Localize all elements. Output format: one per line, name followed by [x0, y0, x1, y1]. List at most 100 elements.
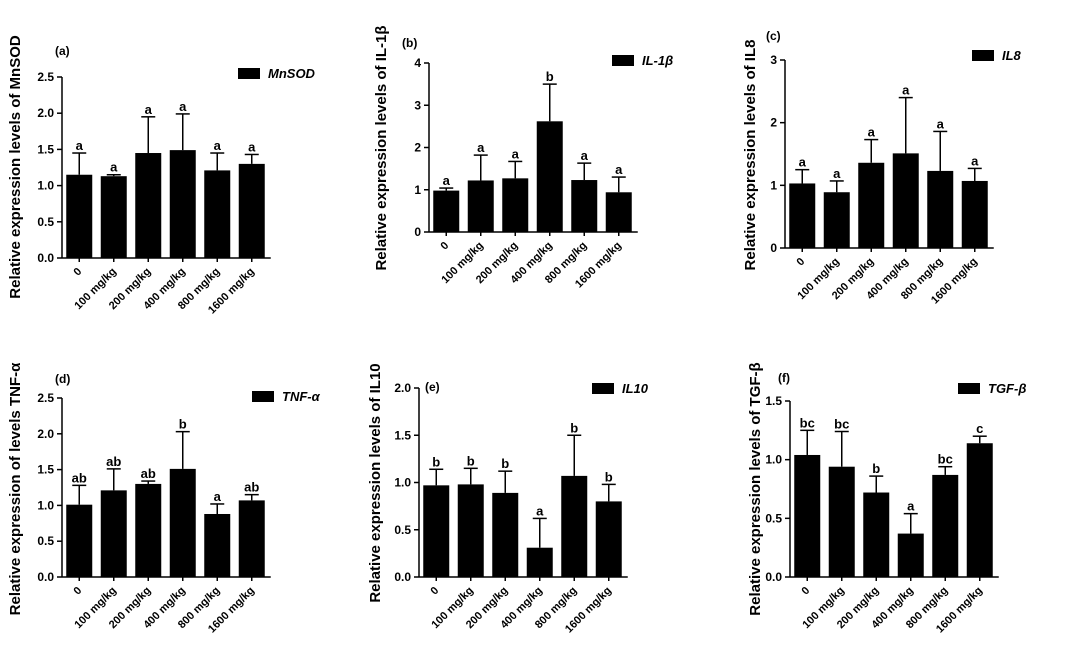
y-tick-label: 0.5: [394, 523, 411, 537]
category-label: 0: [795, 256, 808, 269]
y-tick-label: 2.5: [37, 391, 54, 405]
significance-label: a: [868, 125, 876, 140]
y-axis-title: Relative expression of levels TNF-α: [7, 362, 24, 615]
significance-label: a: [477, 140, 485, 155]
bar: [927, 170, 954, 248]
panel-tag: (e): [425, 380, 440, 394]
significance-label: a: [971, 153, 979, 168]
bar: [892, 153, 919, 248]
legend-swatch: [612, 55, 634, 66]
significance-label: b: [501, 456, 509, 471]
y-tick-label: 2: [770, 116, 777, 130]
bar: [433, 190, 460, 232]
bar: [135, 483, 162, 577]
y-tick-label: 0: [414, 225, 421, 239]
bar: [863, 492, 890, 577]
y-tick-label: 2.0: [37, 427, 54, 441]
bar: [238, 500, 265, 577]
legend-label: MnSOD: [268, 66, 316, 81]
bar: [595, 501, 622, 577]
y-tick-label: 1.0: [394, 476, 411, 490]
bar: [135, 153, 162, 258]
significance-label: b: [432, 454, 440, 469]
y-tick-label: 0.5: [765, 511, 782, 525]
y-tick-label: 0: [770, 241, 777, 255]
bar: [204, 513, 231, 577]
bar: [961, 180, 988, 248]
legend-label: IL-1β: [642, 53, 673, 68]
bar: [536, 121, 563, 232]
y-axis-title: Relative expression levels of MnSOD: [7, 35, 24, 299]
y-tick-label: 2.0: [394, 381, 411, 395]
significance-label: ab: [72, 470, 87, 485]
legend-swatch: [252, 391, 274, 402]
bar: [561, 475, 588, 577]
legend-label: IL10: [622, 381, 649, 396]
bar: [932, 474, 959, 577]
significance-label: a: [907, 499, 915, 514]
bar: [858, 162, 885, 248]
significance-label: a: [937, 116, 945, 131]
y-tick-label: 4: [414, 56, 421, 70]
bar: [100, 490, 127, 577]
significance-label: ab: [141, 466, 156, 481]
significance-label: a: [145, 102, 153, 117]
y-tick-label: 1: [414, 183, 421, 197]
legend-swatch: [958, 383, 980, 394]
significance-label: bc: [938, 452, 953, 467]
significance-label: a: [179, 99, 187, 114]
significance-label: c: [976, 421, 983, 436]
bar: [66, 504, 93, 577]
category-label: 0: [429, 585, 442, 598]
legend-swatch: [592, 383, 614, 394]
bar: [823, 192, 850, 248]
category-label: 0: [800, 585, 813, 598]
y-tick-label: 0.0: [37, 251, 54, 265]
y-tick-label: 3: [414, 98, 421, 112]
bar: [492, 492, 519, 577]
panel-tag: (c): [766, 29, 781, 43]
y-tick-label: 1.5: [394, 428, 411, 442]
y-axis-title: Relative expression levels of IL-1β: [373, 25, 390, 270]
legend-label: IL8: [1002, 48, 1022, 63]
bar: [571, 180, 598, 232]
bar: [100, 176, 127, 258]
y-tick-label: 2.0: [37, 106, 54, 120]
significance-label: b: [872, 461, 880, 476]
legend-swatch: [238, 68, 260, 79]
legend-label: TNF-α: [282, 389, 321, 404]
y-tick-label: 2: [414, 141, 421, 155]
significance-label: bc: [800, 415, 815, 430]
significance-label: a: [615, 162, 623, 177]
bar: [204, 170, 231, 258]
panel-tag: (f): [778, 371, 790, 385]
y-tick-label: 0.0: [37, 570, 54, 584]
bar: [789, 183, 816, 248]
bar: [794, 454, 821, 577]
significance-label: a: [110, 160, 118, 175]
significance-label: bc: [834, 417, 849, 432]
significance-label: a: [248, 139, 256, 154]
significance-label: a: [902, 83, 910, 98]
y-tick-label: 1: [770, 178, 777, 192]
panel-tag: (a): [55, 44, 70, 58]
significance-label: a: [536, 503, 544, 518]
bar: [526, 547, 553, 577]
significance-label: a: [443, 173, 451, 188]
significance-label: b: [467, 453, 475, 468]
significance-label: b: [605, 469, 613, 484]
y-tick-label: 1.5: [37, 463, 54, 477]
y-tick-label: 0.5: [37, 215, 54, 229]
y-tick-label: 0.0: [765, 570, 782, 584]
significance-label: b: [546, 69, 554, 84]
bar: [467, 180, 494, 232]
y-tick-label: 1.5: [37, 142, 54, 156]
y-tick-label: 0.5: [37, 534, 54, 548]
bar: [423, 485, 450, 577]
